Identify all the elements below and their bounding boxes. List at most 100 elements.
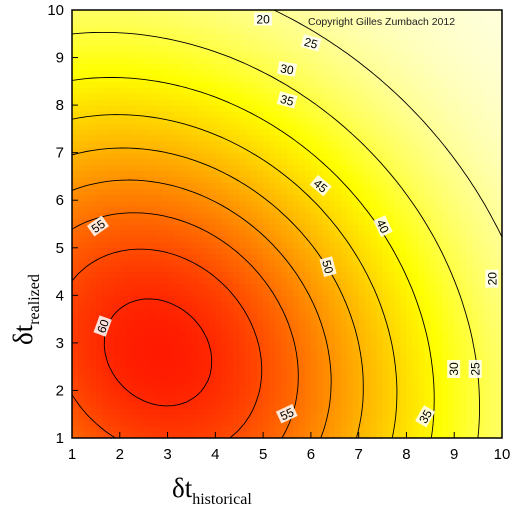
heatmap-cell	[448, 319, 455, 326]
heatmap-cell	[388, 289, 396, 296]
heatmap-cell	[257, 283, 264, 290]
heatmap-cell	[209, 194, 216, 201]
heatmap-cell	[77, 313, 85, 320]
heatmap-cell	[460, 402, 467, 409]
heatmap-cell	[221, 63, 228, 71]
heatmap-cell	[269, 307, 276, 314]
heatmap-cell	[442, 176, 449, 183]
heatmap-cell	[352, 366, 360, 374]
heatmap-cell	[95, 194, 103, 201]
heatmap-cell	[143, 39, 151, 47]
heatmap-cell	[269, 69, 276, 76]
heatmap-cell	[209, 360, 216, 368]
heatmap-cell	[251, 122, 258, 130]
heatmap-cell	[364, 212, 372, 219]
heatmap-cell	[89, 301, 97, 308]
heatmap-cell	[149, 384, 157, 392]
heatmap-cell	[304, 414, 312, 421]
heatmap-cell	[191, 325, 199, 332]
heatmap-cell	[400, 33, 408, 41]
heatmap-cell	[334, 426, 342, 433]
heatmap-cell	[239, 10, 246, 17]
heatmap-cell	[95, 176, 103, 183]
heatmap-cell	[167, 111, 175, 118]
heatmap-cell	[304, 402, 312, 409]
heatmap-cell	[101, 87, 109, 94]
heatmap-cell	[245, 15, 252, 23]
heatmap-cell	[287, 158, 294, 166]
heatmap-cell	[185, 105, 193, 112]
heatmap-cell	[460, 390, 467, 397]
heatmap-cell	[83, 10, 91, 17]
heatmap-cell	[107, 259, 115, 267]
heatmap-cell	[179, 87, 187, 94]
heatmap-cell	[376, 396, 384, 403]
heatmap-cell	[298, 182, 306, 189]
heatmap-cell	[340, 378, 348, 386]
heatmap-cell	[436, 164, 443, 172]
heatmap-cell	[400, 140, 408, 148]
heatmap-cell	[161, 408, 169, 415]
heatmap-cell	[179, 253, 187, 261]
heatmap-cell	[370, 81, 378, 88]
heatmap-cell	[131, 342, 139, 350]
heatmap-cell	[227, 117, 234, 124]
heatmap-cell	[191, 81, 199, 88]
heatmap-cell	[352, 224, 360, 231]
heatmap-cell	[263, 128, 270, 136]
heatmap-cell	[478, 200, 485, 207]
heatmap-cell	[346, 426, 354, 433]
heatmap-cell	[77, 176, 85, 183]
heatmap-cell	[245, 426, 252, 433]
heatmap-cell	[143, 69, 151, 76]
heatmap-cell	[95, 111, 103, 118]
heatmap-cell	[113, 81, 121, 88]
heatmap-cell	[215, 146, 222, 154]
heatmap-cell	[400, 259, 408, 267]
heatmap-cell	[424, 289, 431, 296]
heatmap-cell	[364, 366, 372, 374]
heatmap-cell	[251, 146, 258, 154]
heatmap-cell	[364, 134, 372, 142]
heatmap-cell	[113, 164, 121, 172]
heatmap-cell	[376, 21, 384, 29]
heatmap-cell	[245, 336, 252, 344]
heatmap-cell	[119, 57, 127, 65]
heatmap-cell	[448, 15, 455, 23]
heatmap-cell	[269, 152, 276, 160]
heatmap-cell	[83, 33, 91, 41]
heatmap-cell	[436, 81, 443, 88]
heatmap-cell	[346, 93, 354, 100]
heatmap-cell	[346, 75, 354, 82]
heatmap-cell	[304, 325, 312, 332]
heatmap-cell	[322, 117, 330, 124]
heatmap-cell	[269, 396, 276, 403]
heatmap-cell	[412, 283, 419, 290]
heatmap-cell	[125, 390, 133, 397]
heatmap-cell	[287, 336, 294, 344]
heatmap-cell	[340, 176, 348, 183]
heatmap-cell	[382, 271, 390, 279]
heatmap-cell	[197, 140, 204, 148]
heatmap-cell	[185, 170, 193, 178]
heatmap-cell	[316, 402, 324, 409]
heatmap-cell	[233, 348, 240, 356]
heatmap-cell	[209, 229, 216, 237]
heatmap-cell	[107, 206, 115, 213]
heatmap-cell	[281, 128, 288, 136]
heatmap-cell	[364, 432, 372, 438]
heatmap-cell	[448, 57, 455, 65]
heatmap-cell	[167, 331, 175, 338]
heatmap-cell	[292, 170, 300, 178]
heatmap-cell	[191, 331, 199, 338]
heatmap-cell	[149, 134, 157, 142]
heatmap-cell	[382, 283, 390, 290]
heatmap-cell	[370, 134, 378, 142]
heatmap-cell	[478, 21, 485, 29]
heatmap-cell	[95, 307, 103, 314]
heatmap-cell	[281, 27, 288, 35]
heatmap-cell	[370, 295, 378, 302]
heatmap-cell	[203, 313, 210, 320]
heatmap-cell	[215, 117, 222, 124]
heatmap-cell	[209, 247, 216, 255]
